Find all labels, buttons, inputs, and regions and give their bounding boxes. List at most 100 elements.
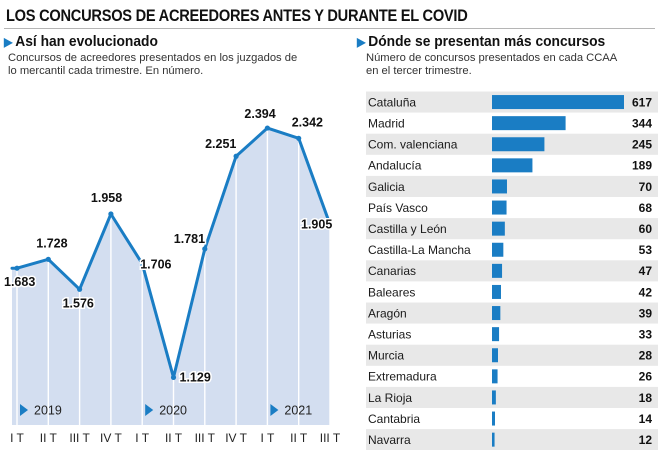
- category-label: Extremadura: [368, 370, 437, 384]
- data-label: 1.576: [63, 296, 94, 310]
- x-tick-label: III T: [320, 431, 341, 445]
- area-fill: [12, 128, 330, 426]
- right-section-heading: ▶ Dónde se presentan más concursos: [357, 33, 605, 50]
- year-label: 2019: [34, 404, 62, 418]
- category-label: Castilla y León: [368, 222, 447, 236]
- bar: [492, 221, 505, 236]
- bar-value-label: 12: [639, 433, 653, 447]
- category-label: Canarias: [368, 264, 416, 278]
- table-row-stripe: [366, 344, 658, 366]
- category-label: Com. valenciana: [368, 138, 458, 152]
- play-triangle-icon: [270, 404, 279, 416]
- left-description: Concursos de acreedores presentados en l…: [8, 52, 298, 77]
- bar: [492, 432, 495, 447]
- table-row-stripe: [366, 218, 658, 240]
- bar: [492, 411, 495, 426]
- data-label: 2.342: [292, 115, 323, 129]
- data-point: [14, 265, 20, 271]
- bar-value-label: 617: [632, 95, 652, 109]
- title-divider: [4, 28, 655, 29]
- bar-value-label: 28: [639, 349, 653, 363]
- bar-value-label: 18: [639, 391, 653, 405]
- x-tick-label: II T: [290, 431, 308, 445]
- bar: [492, 158, 533, 173]
- bar-value-label: 53: [639, 243, 653, 257]
- right-description: Número de concursos presentados en cada …: [366, 52, 617, 77]
- bar: [492, 95, 624, 110]
- x-tick-label: I T: [261, 431, 275, 445]
- page-title: LOS CONCURSOS DE ACREEDORES ANTES Y DURA…: [6, 6, 468, 25]
- table-row-stripe: [366, 175, 658, 197]
- data-point: [77, 286, 83, 292]
- bar-value-label: 33: [639, 327, 653, 341]
- x-tick-label: III T: [195, 431, 216, 445]
- year-label: 2021: [284, 404, 312, 418]
- bar: [492, 369, 498, 384]
- x-tick-label: III T: [69, 431, 90, 445]
- x-tick-label: IV T: [100, 431, 122, 445]
- table-row-stripe: [366, 386, 658, 408]
- triangle-right-icon: ▶: [357, 35, 366, 49]
- series-line: [10, 126, 332, 379]
- bar: [492, 348, 498, 363]
- table-row-stripe: [366, 302, 658, 324]
- bar: [492, 306, 501, 321]
- year-label: 2020: [159, 404, 187, 418]
- data-point: [139, 261, 145, 267]
- data-point: [170, 374, 177, 381]
- bar-value-label: 344: [632, 116, 652, 130]
- data-point: [264, 125, 270, 131]
- bar-value-label: 68: [639, 201, 653, 215]
- bar-value-label: 245: [632, 138, 652, 152]
- data-label: 1.706: [140, 258, 171, 272]
- bar: [492, 200, 507, 215]
- category-label: Madrid: [368, 116, 405, 130]
- data-point: [45, 256, 51, 262]
- data-label: 1.129: [180, 370, 211, 384]
- bar: [492, 179, 507, 194]
- x-tick-label: II T: [165, 431, 183, 445]
- category-label: Cantabria: [368, 412, 420, 426]
- bar-value-label: 14: [639, 412, 653, 426]
- bar: [492, 242, 504, 257]
- bar: [492, 390, 496, 405]
- data-point: [327, 221, 333, 228]
- data-point: [202, 246, 208, 252]
- bar-value-label: 42: [639, 285, 653, 299]
- play-triangle-icon: [145, 404, 154, 416]
- data-label: 2.394: [244, 107, 275, 121]
- play-triangle-icon: [20, 404, 28, 416]
- category-label: Navarra: [368, 433, 411, 447]
- data-point: [108, 211, 114, 217]
- data-point: [233, 153, 239, 159]
- bar-value-label: 189: [632, 159, 652, 173]
- bar-value-label: 47: [639, 264, 653, 278]
- bar-value-label: 60: [639, 222, 653, 236]
- right-heading-text: Dónde se presentan más concursos: [368, 33, 606, 50]
- table-row-stripe: [366, 260, 658, 282]
- bar-value-label: 26: [639, 370, 653, 384]
- data-label: 1.905: [301, 217, 332, 231]
- category-label: Galicia: [368, 180, 405, 194]
- data-label: 2.251: [205, 137, 236, 151]
- bar-value-label: 70: [639, 180, 653, 194]
- category-label: La Rioja: [368, 391, 412, 405]
- category-label: Murcia: [368, 349, 404, 363]
- data-label: 1.683: [4, 275, 35, 289]
- category-label: Asturias: [368, 327, 411, 341]
- triangle-right-icon: ▶: [4, 35, 13, 49]
- x-tick-label: IV T: [225, 431, 247, 445]
- table-row-stripe: [366, 429, 658, 450]
- bar: [492, 284, 501, 299]
- x-tick-label: II T: [40, 431, 58, 445]
- category-label: País Vasco: [368, 201, 428, 215]
- category-label: Cataluña: [368, 95, 416, 109]
- category-label: Andalucía: [368, 159, 422, 173]
- bar: [492, 137, 545, 152]
- bar: [492, 263, 503, 278]
- data-label: 1.728: [36, 236, 67, 250]
- category-label: Aragón: [368, 306, 407, 320]
- bar: [492, 327, 500, 342]
- data-point: [296, 135, 302, 141]
